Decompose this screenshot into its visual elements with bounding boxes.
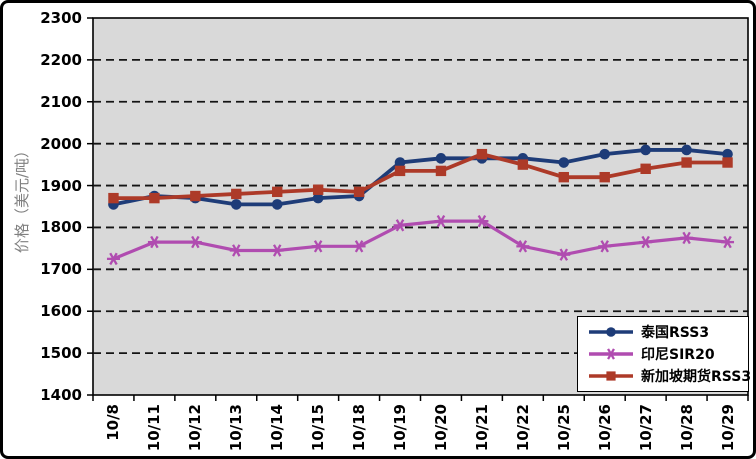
y-axis-title: 价格（美元/吨） (13, 143, 31, 254)
x-tick-label: 10/26 (595, 404, 614, 452)
x-tick-label: 10/29 (718, 404, 737, 452)
data-point-square (681, 157, 692, 168)
data-point-star (150, 235, 159, 249)
y-tick-label: 1600 (40, 302, 82, 321)
data-point-circle (394, 157, 406, 168)
data-point-circle (599, 148, 611, 160)
legend-item-indonesia-sir20: 印尼SIR20 (588, 343, 742, 365)
data-point-star (109, 252, 118, 266)
data-point-square (722, 157, 733, 168)
data-point-circle (271, 199, 283, 210)
y-tick-label: 2000 (40, 134, 82, 153)
x-tick-label: 10/15 (309, 404, 328, 452)
y-tick-label: 1700 (40, 260, 82, 279)
data-point-square (640, 163, 651, 174)
y-tick-label: 2200 (40, 50, 82, 69)
x-tick-label: 10/28 (677, 404, 696, 452)
data-point-circle (722, 148, 733, 160)
data-point-circle (606, 327, 616, 337)
legend-marker-circle (589, 327, 633, 337)
data-point-square (606, 371, 616, 381)
data-point-square (435, 165, 447, 177)
legend-item-singapore-futures-rss3: 新加坡期货RSS3 (588, 365, 751, 387)
x-tick-label: 10/22 (513, 404, 532, 452)
data-point-star (518, 240, 528, 253)
data-point-square (149, 192, 160, 204)
legend-label: 新加坡期货RSS3 (641, 369, 752, 385)
x-tick-label: 10/11 (145, 404, 164, 452)
legend-marker-star (589, 348, 633, 360)
data-point-star (559, 248, 569, 261)
data-point-star (395, 219, 405, 232)
x-tick-label: 10/27 (636, 404, 655, 452)
data-point-circle (640, 144, 651, 156)
data-point-circle (230, 199, 242, 210)
x-tick-label: 10/21 (472, 404, 491, 452)
legend: 泰国RSS3 印尼SIR20 新加坡期货RSS3 (577, 316, 751, 392)
data-point-star (477, 214, 487, 228)
data-point-circle (435, 153, 447, 164)
y-tick-label: 2300 (40, 9, 82, 27)
data-point-star (354, 240, 364, 253)
y-tick-label: 1800 (40, 218, 82, 237)
data-point-star (723, 235, 732, 249)
x-tick-label: 10/25 (554, 404, 573, 452)
y-tick-label: 1500 (40, 344, 82, 363)
line-chart-plot (87, 17, 749, 401)
legend-marker-square (589, 371, 633, 381)
data-point-square (599, 171, 610, 183)
data-point-star (191, 235, 200, 249)
data-point-square (108, 192, 119, 204)
data-point-star (272, 244, 282, 257)
x-tick-label: 10/20 (431, 404, 450, 452)
series-line-0 (113, 148, 728, 207)
y-tick-label: 1900 (40, 176, 82, 195)
data-point-circle (681, 144, 692, 156)
legend-item-thailand-rss3: 泰国RSS3 (588, 321, 742, 343)
data-point-square (517, 159, 529, 170)
data-point-star (232, 244, 241, 257)
x-tick-label: 10/14 (268, 404, 287, 452)
data-point-circle (312, 192, 324, 204)
legend-label: 泰国RSS3 (641, 325, 710, 341)
data-point-square (312, 184, 324, 195)
legend-label: 印尼SIR20 (641, 347, 715, 363)
x-tick-label: 10/12 (186, 404, 205, 452)
data-point-square (272, 186, 283, 198)
data-point-star (436, 214, 446, 228)
data-point-square (353, 186, 365, 198)
data-point-circle (558, 157, 570, 168)
x-tick-label: 10/19 (391, 404, 410, 452)
data-point-square (394, 165, 406, 177)
data-point-square (190, 190, 201, 202)
series-line-2 (113, 152, 728, 201)
data-point-square (231, 188, 242, 200)
x-tick-label: 10/18 (350, 404, 369, 452)
data-point-star (313, 240, 323, 253)
x-tick-label: 10/13 (227, 404, 246, 452)
data-point-square (558, 171, 569, 183)
data-point-star (600, 240, 609, 253)
y-tick-label: 1400 (40, 386, 82, 404)
data-point-star (641, 235, 650, 249)
data-point-star (607, 348, 615, 360)
series-line-1 (112, 219, 728, 261)
data-point-square (476, 148, 488, 160)
data-point-star (682, 231, 691, 245)
y-tick-label: 2100 (40, 92, 82, 111)
x-tick-label: 10/8 (104, 404, 123, 441)
